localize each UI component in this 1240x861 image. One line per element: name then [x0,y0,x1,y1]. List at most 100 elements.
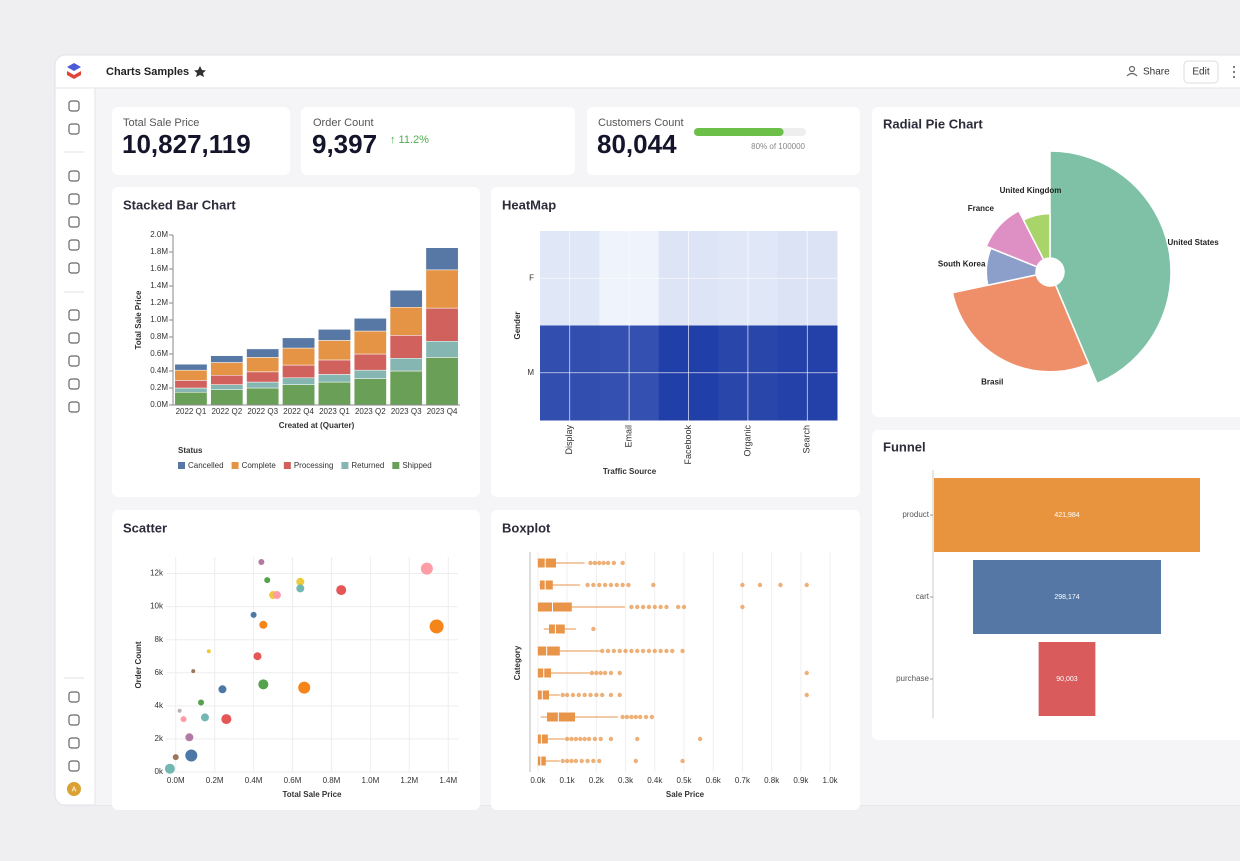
pie-wedge [1022,212,1051,261]
bar-segment [318,329,351,341]
more-menu[interactable] [1233,66,1235,78]
scatter-point [206,649,211,654]
bar-segment [246,387,280,406]
y-tick-label: 0.2M [150,383,168,392]
x-tick-label: 2023 Q2 [355,407,386,416]
kpi-card [587,107,860,175]
box [537,602,572,612]
bar-segment [210,384,244,390]
outlier [585,582,590,588]
nav-icon[interactable] [68,309,80,321]
y-axis-title: Total Sale Price [134,290,143,350]
outlier [617,648,622,654]
kpi-delta: ↑ 11.2% [390,134,429,146]
outlier [629,648,634,654]
x-tick-label: 0.0k [530,776,546,785]
logo [67,63,81,79]
x-tick-label: 2022 Q2 [211,407,242,416]
slice-label: France [968,204,995,213]
nav-icon[interactable] [68,760,80,772]
x-tick-label: 1.0M [362,776,380,785]
kpi-label: Total Sale Price [123,117,199,129]
legend-label: Cancelled [188,461,224,470]
x-axis-title: Traffic Source [603,467,657,476]
box [537,690,549,700]
nav-icon[interactable] [68,123,80,135]
y-axis-title: Order Count [134,641,143,688]
nav-icon[interactable] [68,262,80,274]
pie-wedge [1049,150,1172,385]
nav-icon[interactable] [68,401,80,413]
outlier [608,692,614,698]
y-tick-label: 1.8M [150,247,168,256]
nav-icon[interactable] [68,100,80,112]
bar-segment [425,269,459,309]
chart-card [491,510,860,810]
outlier [680,758,685,764]
bar-segment [425,357,459,406]
outlier [602,582,608,588]
outlier [617,692,622,698]
nav-icon[interactable] [68,170,80,182]
bar-segment [353,378,387,406]
scatter-point [185,749,198,762]
bar-segment [210,355,244,363]
scatter-point [191,669,196,674]
nav-icon[interactable] [68,332,80,344]
bar-segment [389,370,423,406]
nav-icon[interactable] [68,193,80,205]
nav-icon[interactable] [68,714,80,726]
outlier [804,582,809,588]
bar-segment [174,369,208,381]
bar-segment [318,374,351,383]
outlier [646,604,652,610]
chart-title: HeatMap [502,197,556,212]
funnel-bar [1038,642,1096,716]
outlier [635,736,640,742]
outlier [757,582,763,588]
box [546,712,576,722]
outlier [576,692,582,698]
edit-label[interactable]: Edit [1192,67,1209,78]
bar-segment [282,364,315,379]
nav-icon[interactable] [68,378,80,390]
outlier [569,758,574,764]
outlier [649,714,655,720]
scatter-point [296,584,305,593]
nav-icon[interactable] [68,691,80,703]
y-tick-label: 1.0M [150,315,168,324]
outlier [601,560,606,566]
outlier [598,736,603,742]
pie-wedge [985,209,1045,268]
scatter-point [258,679,269,690]
y-axis-title: Category [513,645,522,680]
scatter-point [298,681,311,694]
scatter-point [296,577,305,586]
x-tick-label: Facebook [683,425,693,465]
favorite-star[interactable] [194,66,206,77]
avatar-initial[interactable]: A [72,786,77,793]
x-tick-label: 0.5k [676,776,692,785]
share-label[interactable]: Share [1143,67,1170,78]
nav-icon[interactable] [68,239,80,251]
avatar[interactable] [67,782,81,796]
legend-swatch [341,462,349,469]
outlier [652,604,657,610]
outlier [599,648,605,654]
nav-icon[interactable] [68,355,80,367]
x-tick-label: 2022 Q4 [283,407,314,416]
box [537,734,548,744]
edit-button[interactable]: Edit [1183,60,1219,84]
x-tick-label: 0.0M [167,776,185,785]
nav-icon[interactable] [68,216,80,228]
scatter-point [198,699,205,706]
scatter-point [185,733,194,742]
kpi-value: 9,397 [312,129,377,159]
nav-icon[interactable] [68,737,80,749]
share-button[interactable]: Share [1126,65,1170,78]
value-label: 298,174 [1054,594,1079,601]
scatter-point [177,708,182,713]
outlier [611,560,617,566]
bar-segment [174,387,208,393]
x-tick-label: 0.8M [323,776,341,785]
